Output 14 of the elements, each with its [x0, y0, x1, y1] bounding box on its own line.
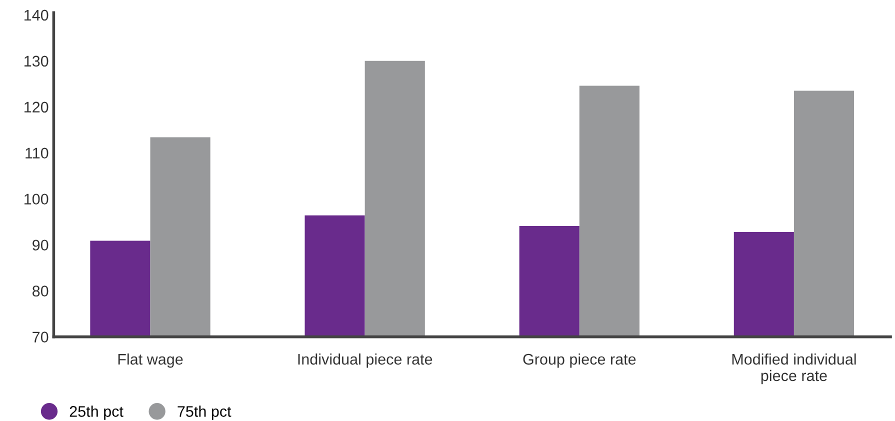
x-tick-label: Group piece rate — [523, 353, 636, 368]
legend-label: 25th pct — [70, 406, 124, 420]
x-tick-label: Modified individual piece rate — [732, 353, 856, 384]
y-tick-label: 100 — [24, 194, 48, 205]
x-tick-label: Individual piece rate — [298, 353, 432, 368]
y-tick-label: 110 — [26, 148, 48, 159]
y-tick-label: 80 — [32, 286, 48, 297]
x-tick-label: Flat wage — [118, 353, 183, 368]
y-tick-label: 70 — [32, 332, 48, 342]
y-tick-label: 130 — [24, 56, 48, 67]
y-tick-label: 120 — [24, 102, 48, 113]
y-tick-label: 90 — [32, 240, 48, 251]
legend-label: 75th pct — [178, 406, 232, 420]
y-tick-label: 140 — [24, 10, 48, 21]
